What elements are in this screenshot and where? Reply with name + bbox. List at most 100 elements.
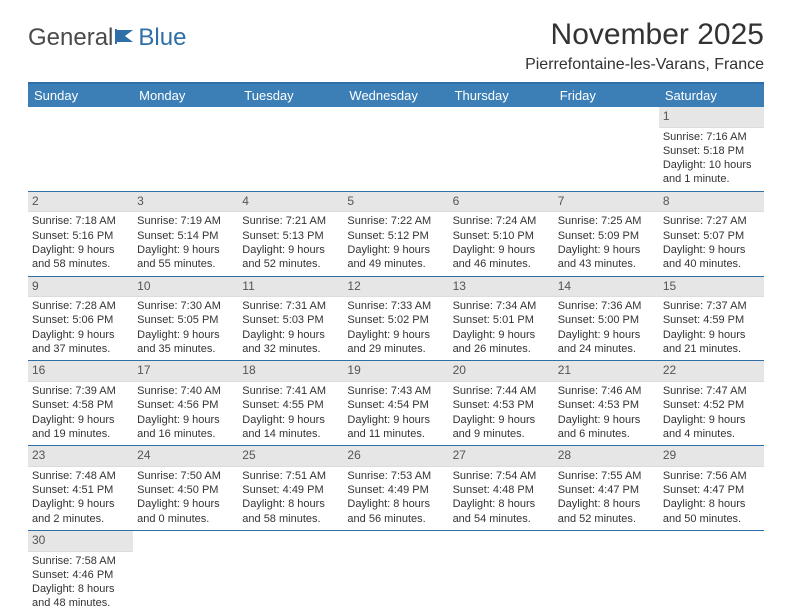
cell-body: Sunrise: 7:47 AMSunset: 4:52 PMDaylight:… [659,382,764,445]
sunrise-text: Sunrise: 7:31 AM [242,299,339,313]
sunset-text: Sunset: 4:53 PM [453,398,550,412]
daylight-text: Daylight: 9 hours and 9 minutes. [453,413,550,442]
calendar-cell: 29Sunrise: 7:56 AMSunset: 4:47 PMDayligh… [659,446,764,530]
sunrise-text: Sunrise: 7:25 AM [558,214,655,228]
weeks-container: 1Sunrise: 7:16 AMSunset: 5:18 PMDaylight… [28,107,764,615]
daylight-text: Daylight: 8 hours and 50 minutes. [663,497,760,526]
sunset-text: Sunset: 4:51 PM [32,483,129,497]
day-number [659,531,764,549]
sunrise-text: Sunrise: 7:58 AM [32,554,129,568]
cell-body: Sunrise: 7:22 AMSunset: 5:12 PMDaylight:… [343,212,448,275]
day-number: 13 [449,277,554,298]
day-number: 19 [343,361,448,382]
day-number: 16 [28,361,133,382]
calendar-cell: 28Sunrise: 7:55 AMSunset: 4:47 PMDayligh… [554,446,659,530]
sunset-text: Sunset: 5:01 PM [453,313,550,327]
calendar-cell: 10Sunrise: 7:30 AMSunset: 5:05 PMDayligh… [133,277,238,361]
daylight-text: Daylight: 9 hours and 16 minutes. [137,413,234,442]
daylight-text: Daylight: 9 hours and 6 minutes. [558,413,655,442]
cell-body: Sunrise: 7:48 AMSunset: 4:51 PMDaylight:… [28,467,133,530]
daylight-text: Daylight: 9 hours and 35 minutes. [137,328,234,357]
day-number: 1 [659,107,764,128]
day-number: 28 [554,446,659,467]
sunset-text: Sunset: 4:48 PM [453,483,550,497]
daylight-text: Daylight: 9 hours and 37 minutes. [32,328,129,357]
calendar-cell: 21Sunrise: 7:46 AMSunset: 4:53 PMDayligh… [554,361,659,445]
day-number: 18 [238,361,343,382]
sunset-text: Sunset: 5:00 PM [558,313,655,327]
calendar-cell: 7Sunrise: 7:25 AMSunset: 5:09 PMDaylight… [554,192,659,276]
daylight-text: Daylight: 9 hours and 24 minutes. [558,328,655,357]
flag-icon [115,24,137,52]
day-number: 10 [133,277,238,298]
sunset-text: Sunset: 4:52 PM [663,398,760,412]
cell-body: Sunrise: 7:21 AMSunset: 5:13 PMDaylight:… [238,212,343,275]
day-number [554,107,659,125]
cell-body: Sunrise: 7:44 AMSunset: 4:53 PMDaylight:… [449,382,554,445]
sunset-text: Sunset: 4:49 PM [347,483,444,497]
sunrise-text: Sunrise: 7:55 AM [558,469,655,483]
sunset-text: Sunset: 5:09 PM [558,229,655,243]
day-number: 12 [343,277,448,298]
calendar-cell: 13Sunrise: 7:34 AMSunset: 5:01 PMDayligh… [449,277,554,361]
daylight-text: Daylight: 9 hours and 55 minutes. [137,243,234,272]
cell-body: Sunrise: 7:58 AMSunset: 4:46 PMDaylight:… [28,552,133,615]
calendar-cell: 26Sunrise: 7:53 AMSunset: 4:49 PMDayligh… [343,446,448,530]
day-number: 21 [554,361,659,382]
day-number: 4 [238,192,343,213]
sunset-text: Sunset: 5:18 PM [663,144,760,158]
calendar-cell [554,107,659,191]
week-row: 23Sunrise: 7:48 AMSunset: 4:51 PMDayligh… [28,446,764,531]
week-row: 30Sunrise: 7:58 AMSunset: 4:46 PMDayligh… [28,531,764,615]
calendar-cell [28,107,133,191]
cell-body: Sunrise: 7:43 AMSunset: 4:54 PMDaylight:… [343,382,448,445]
sunset-text: Sunset: 5:10 PM [453,229,550,243]
daylight-text: Daylight: 9 hours and 14 minutes. [242,413,339,442]
daylight-text: Daylight: 9 hours and 52 minutes. [242,243,339,272]
daylight-text: Daylight: 9 hours and 40 minutes. [663,243,760,272]
daylight-text: Daylight: 8 hours and 56 minutes. [347,497,444,526]
calendar-cell [449,531,554,615]
daylight-text: Daylight: 9 hours and 11 minutes. [347,413,444,442]
calendar-cell [343,531,448,615]
calendar-cell [238,107,343,191]
day-number [343,107,448,125]
sunrise-text: Sunrise: 7:53 AM [347,469,444,483]
calendar-cell: 1Sunrise: 7:16 AMSunset: 5:18 PMDaylight… [659,107,764,191]
daylight-text: Daylight: 9 hours and 43 minutes. [558,243,655,272]
day-number [133,531,238,549]
day-number: 24 [133,446,238,467]
calendar-cell: 5Sunrise: 7:22 AMSunset: 5:12 PMDaylight… [343,192,448,276]
week-row: 2Sunrise: 7:18 AMSunset: 5:16 PMDaylight… [28,192,764,277]
day-header-sun: Sunday [28,84,133,107]
sunrise-text: Sunrise: 7:27 AM [663,214,760,228]
calendar-cell: 16Sunrise: 7:39 AMSunset: 4:58 PMDayligh… [28,361,133,445]
day-number: 6 [449,192,554,213]
calendar-cell: 14Sunrise: 7:36 AMSunset: 5:00 PMDayligh… [554,277,659,361]
cell-body: Sunrise: 7:24 AMSunset: 5:10 PMDaylight:… [449,212,554,275]
day-number: 22 [659,361,764,382]
day-number: 30 [28,531,133,552]
sunset-text: Sunset: 4:55 PM [242,398,339,412]
daylight-text: Daylight: 8 hours and 54 minutes. [453,497,550,526]
sunrise-text: Sunrise: 7:33 AM [347,299,444,313]
sunrise-text: Sunrise: 7:28 AM [32,299,129,313]
sunset-text: Sunset: 4:53 PM [558,398,655,412]
calendar-grid: Sunday Monday Tuesday Wednesday Thursday… [28,82,764,615]
calendar-cell: 24Sunrise: 7:50 AMSunset: 4:50 PMDayligh… [133,446,238,530]
cell-body: Sunrise: 7:36 AMSunset: 5:00 PMDaylight:… [554,297,659,360]
page-header: GeneralBlue November 2025 Pierrefontaine… [28,18,764,74]
sunrise-text: Sunrise: 7:41 AM [242,384,339,398]
calendar-cell [554,531,659,615]
daylight-text: Daylight: 9 hours and 46 minutes. [453,243,550,272]
cell-body: Sunrise: 7:30 AMSunset: 5:05 PMDaylight:… [133,297,238,360]
calendar-cell: 22Sunrise: 7:47 AMSunset: 4:52 PMDayligh… [659,361,764,445]
day-number: 14 [554,277,659,298]
sunset-text: Sunset: 5:16 PM [32,229,129,243]
day-number: 9 [28,277,133,298]
sunset-text: Sunset: 5:12 PM [347,229,444,243]
sunset-text: Sunset: 4:59 PM [663,313,760,327]
day-number: 25 [238,446,343,467]
sunrise-text: Sunrise: 7:43 AM [347,384,444,398]
sunset-text: Sunset: 4:46 PM [32,568,129,582]
